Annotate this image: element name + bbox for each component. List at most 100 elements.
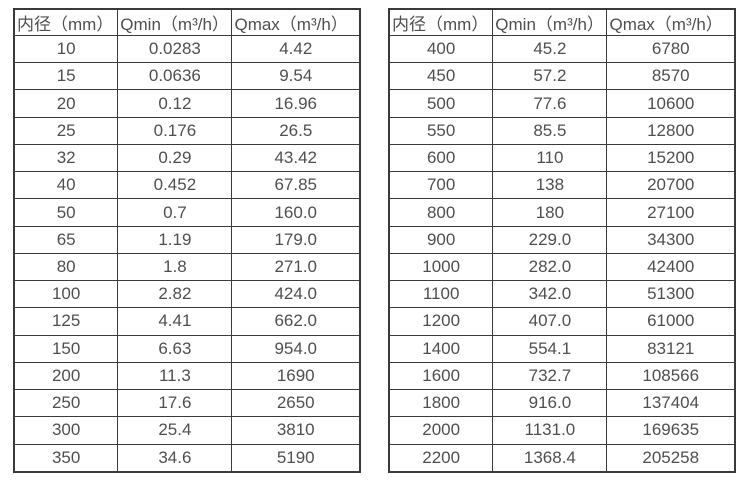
table-cell: 108566 [606,361,736,391]
table-cell: 1400 [388,334,494,363]
table-cell: 50 [13,198,119,227]
table-row: 1800 916.0 137404 [388,389,736,418]
table-row: 900 229.0 34300 [388,225,736,254]
table-cell: 34.6 [117,443,233,473]
table-cell: 0.452 [117,171,233,200]
table-row: 300 25.4 3810 [13,416,361,445]
table-cell: 0.7 [117,198,233,227]
table-cell: 85.5 [492,116,608,145]
column-header: 内径（mm） [388,8,494,36]
table-row: 450 57.2 8570 [388,62,736,91]
table-row: 25 0.176 26.5 [13,116,361,145]
table-row: 250 17.6 2650 [13,389,361,418]
table-cell: 271.0 [231,252,361,282]
spec-table-large-diameter: 内径（mm） Qmin（m³/h） Qmax（m³/h） 400 45.2 6780 450… [388,8,736,473]
table-row: 400 45.2 6780 [388,34,736,64]
table-cell: 0.0283 [117,34,233,64]
table-cell: 150 [13,334,119,363]
column-header: Qmin（m³/h） [117,8,233,36]
table-cell: 900 [388,225,494,254]
table-cell: 400 [388,34,494,64]
table-row: 1400 554.1 83121 [388,334,736,363]
header-row: 内径（mm） Qmin（m³/h） Qmax（m³/h） [388,8,736,36]
table-cell: 554.1 [492,334,608,363]
table-row: 80 1.8 271.0 [13,252,361,282]
table-cell: 450 [388,62,494,91]
table-cell: 1.8 [117,252,233,282]
table-cell: 954.0 [231,334,361,363]
table-cell: 1690 [231,361,361,391]
table-cell: 1.19 [117,225,233,254]
table-cell: 137404 [606,389,736,418]
table-cell: 500 [388,89,494,118]
table-cell: 700 [388,171,494,200]
table-row: 150 6.63 954.0 [13,334,361,363]
table-cell: 27100 [606,198,736,227]
column-header: Qmin（m³/h） [492,8,608,36]
table-row: 600 110 15200 [388,143,736,173]
table-cell: 25 [13,116,119,145]
table-cell: 800 [388,198,494,227]
table-cell: 20700 [606,171,736,200]
table-cell: 1368.4 [492,443,608,473]
table-row: 10 0.0283 4.42 [13,34,361,64]
table-cell: 57.2 [492,62,608,91]
table-cell: 300 [13,416,119,445]
table-cell: 42400 [606,252,736,282]
table-row: 1100 342.0 51300 [388,280,736,309]
table-row: 65 1.19 179.0 [13,225,361,254]
table-cell: 732.7 [492,361,608,391]
table-cell: 342.0 [492,280,608,309]
table-row: 500 77.6 10600 [388,89,736,118]
table-cell: 350 [13,443,119,473]
table-cell: 16.96 [231,89,361,118]
table-cell: 179.0 [231,225,361,254]
table-cell: 15200 [606,143,736,173]
table-cell: 25.4 [117,416,233,445]
table-cell: 1131.0 [492,416,608,445]
table-cell: 11.3 [117,361,233,391]
table-cell: 34300 [606,225,736,254]
table-cell: 83121 [606,334,736,363]
table-cell: 65 [13,225,119,254]
spec-table-small-diameter: 内径（mm） Qmin（m³/h） Qmax（m³/h） 10 0.0283 4.42 15… [13,8,361,473]
table-row: 350 34.6 5190 [13,443,361,473]
table-cell: 2650 [231,389,361,418]
table-cell: 1100 [388,280,494,309]
column-header: Qmax（m³/h） [606,8,736,36]
table-cell: 10600 [606,89,736,118]
table-cell: 600 [388,143,494,173]
table-cell: 0.12 [117,89,233,118]
table-cell: 229.0 [492,225,608,254]
table-row: 200 11.3 1690 [13,361,361,391]
table-row: 1200 407.0 61000 [388,307,736,336]
table-cell: 67.85 [231,171,361,200]
table-cell: 169635 [606,416,736,445]
table-row: 2200 1368.4 205258 [388,443,736,473]
table-cell: 282.0 [492,252,608,282]
table-cell: 916.0 [492,389,608,418]
table-cell: 1600 [388,361,494,391]
table-cell: 3810 [231,416,361,445]
table-cell: 45.2 [492,34,608,64]
table-cell: 77.6 [492,89,608,118]
table-cell: 180 [492,198,608,227]
table-cell: 662.0 [231,307,361,336]
table-cell: 407.0 [492,307,608,336]
table-row: 40 0.452 67.85 [13,171,361,200]
table-cell: 5190 [231,443,361,473]
table-cell: 8570 [606,62,736,91]
table-cell: 1000 [388,252,494,282]
table-cell: 15 [13,62,119,91]
table-cell: 125 [13,307,119,336]
table-cell: 6780 [606,34,736,64]
table-cell: 2000 [388,416,494,445]
column-header: Qmax（m³/h） [231,8,361,36]
table-cell: 205258 [606,443,736,473]
table-row: 100 2.82 424.0 [13,280,361,309]
header-row: 内径（mm） Qmin（m³/h） Qmax（m³/h） [13,8,361,36]
table-row: 50 0.7 160.0 [13,198,361,227]
table-row: 125 4.41 662.0 [13,307,361,336]
table-cell: 0.29 [117,143,233,173]
